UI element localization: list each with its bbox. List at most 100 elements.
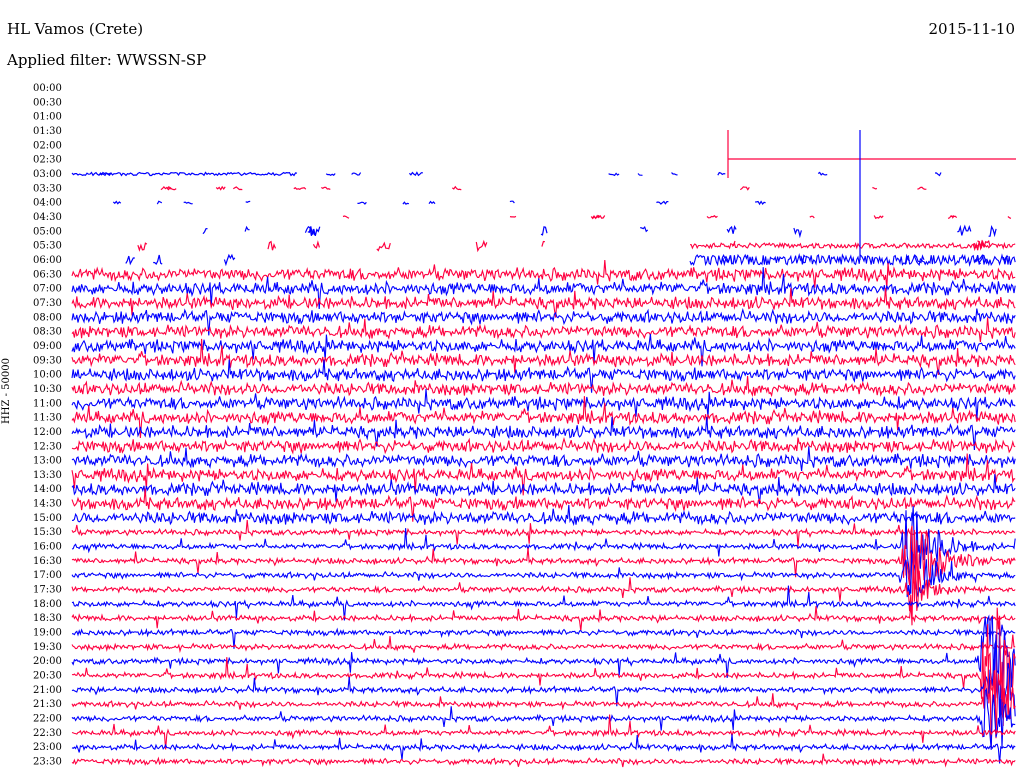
row-tick-label: 17:30 [33, 585, 62, 596]
trace-segment [99, 171, 111, 176]
row-tick-label: 02:00 [33, 140, 62, 151]
row-tick-label: 11:00 [33, 398, 62, 409]
trace-segment [153, 254, 163, 265]
trace-line [71, 488, 1016, 522]
trace-segment [357, 201, 367, 205]
trace-line [71, 614, 1016, 705]
trace-segment [978, 254, 989, 264]
trace-segment [706, 215, 718, 219]
trace-line [71, 396, 1016, 439]
trace-segment [223, 253, 236, 267]
row-tick-label: 18:00 [33, 599, 62, 610]
row-tick-label: 10:00 [33, 370, 62, 381]
trace-line [71, 474, 1016, 504]
trace-segment [166, 186, 177, 191]
row-tick-label: 20:30 [33, 671, 62, 682]
row-tick-label: 19:00 [33, 628, 62, 639]
trace-segment [947, 215, 955, 219]
trace-line [71, 446, 1016, 471]
trace-segment [202, 228, 208, 235]
trace-line [71, 307, 1016, 336]
row-tick-label: 21:30 [33, 699, 62, 710]
trace-segment [872, 186, 878, 190]
trace-line [71, 338, 1016, 375]
trace-line [71, 388, 1016, 421]
trace-segment [232, 186, 243, 191]
row-tick-label: 16:30 [33, 556, 62, 567]
trace-segment [917, 186, 927, 190]
trace-line [71, 287, 1016, 318]
row-tick-label: 07:00 [33, 284, 62, 295]
trace-segment [312, 240, 320, 249]
trace-segment [755, 200, 766, 206]
trace-segment [540, 226, 548, 236]
row-tick-label: 07:30 [33, 298, 62, 309]
filter-label: Applied filter: WWSSN-SP [7, 51, 207, 69]
trace-segment [1007, 216, 1012, 219]
trace-segment [156, 200, 163, 205]
trace-segment [656, 200, 669, 205]
trace-segment [873, 215, 884, 220]
row-tick-label: 06:30 [33, 269, 62, 280]
trace-line [71, 436, 1016, 455]
trace-segment [376, 241, 391, 252]
row-tick-label: 01:00 [33, 112, 62, 123]
trace-line [71, 505, 1016, 594]
trace-segment [428, 200, 436, 205]
row-tick-label: 05:30 [33, 241, 62, 252]
trace-segment [183, 201, 193, 205]
station-title: HL Vamos (Crete) [7, 20, 144, 38]
row-tick-label: 14:00 [33, 484, 62, 495]
trace-segment [408, 171, 423, 177]
trace-segment [293, 187, 307, 190]
row-tick-label: 19:30 [33, 642, 62, 653]
row-tick-label: 00:30 [33, 97, 62, 108]
trace-segment [671, 172, 678, 176]
row-tick-label: 12:30 [33, 441, 62, 452]
trace-line [71, 607, 1016, 748]
row-tick-label: 14:30 [33, 499, 62, 510]
row-tick-label: 18:30 [33, 613, 62, 624]
row-tick-label: 23:30 [33, 757, 62, 768]
trace-line [71, 416, 1016, 451]
trace-line [71, 519, 1016, 549]
trace-segment [321, 186, 331, 190]
trace-line [71, 334, 1016, 367]
trace-segment [351, 172, 362, 176]
row-tick-label: 02:30 [33, 155, 62, 166]
trace-line [71, 624, 1016, 649]
trace-line [71, 551, 1016, 598]
trace-segment [608, 172, 620, 177]
trace-segment [509, 215, 517, 218]
trace-segment [726, 225, 737, 234]
row-tick-label: 23:00 [33, 742, 62, 753]
trace-line [71, 585, 1016, 621]
trace-line [71, 687, 1016, 750]
trace-line [71, 359, 1016, 393]
trace-segment [974, 255, 981, 265]
trace-segment [957, 224, 972, 236]
trace-line [71, 605, 1016, 632]
row-tick-label: 01:30 [33, 126, 62, 137]
row-tick-label: 03:30 [33, 183, 62, 194]
trace-line [71, 504, 1016, 527]
row-tick-label: 15:00 [33, 513, 62, 524]
trace-line [71, 553, 1016, 626]
row-tick-label: 12:00 [33, 427, 62, 438]
trace-segment [951, 215, 958, 219]
trace-segment [137, 242, 148, 252]
row-tick-label: 05:00 [33, 226, 62, 237]
trace-segment [325, 173, 336, 176]
trace-segment [342, 215, 350, 219]
trace-segment [402, 201, 410, 205]
trace-segment [793, 227, 802, 239]
trace-segment [475, 239, 488, 253]
trace-segment [267, 240, 277, 251]
trace-line [71, 652, 1016, 739]
trace-line [71, 453, 1016, 496]
row-tick-label: 09:30 [33, 355, 62, 366]
row-tick-label: 08:00 [33, 312, 62, 323]
trace-line [71, 317, 1016, 343]
row-tick-label: 22:30 [33, 728, 62, 739]
